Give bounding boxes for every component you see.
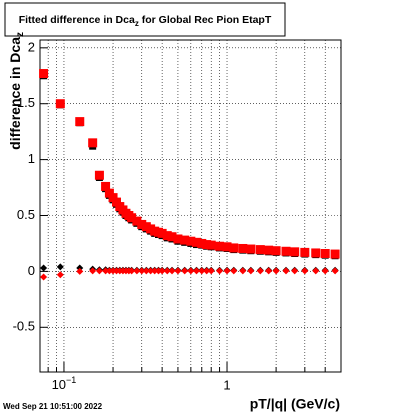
ylabel-sub: z (15, 32, 26, 37)
marker-diamond (239, 267, 247, 275)
marker-square (157, 228, 167, 238)
marker-square (101, 181, 111, 191)
marker-square (255, 245, 265, 255)
marker-diamond (174, 267, 182, 275)
marker-square (192, 237, 202, 247)
marker-diamond (138, 267, 146, 275)
title-box (4, 2, 286, 37)
marker-square (167, 232, 177, 242)
marker-diamond (301, 267, 309, 275)
y-tick-label: 1 (28, 151, 35, 166)
y-axis-label: difference in Dcaz (7, 32, 26, 150)
marker-diamond (181, 267, 189, 275)
title-sub: z (135, 19, 139, 28)
marker-diamond (56, 271, 64, 279)
marker-square (75, 117, 85, 127)
marker-square (281, 246, 291, 256)
marker-square (186, 236, 196, 246)
marker-diamond (312, 267, 320, 275)
y-tick-label: 1.5 (17, 95, 35, 110)
marker-square (180, 235, 190, 245)
marker-diamond (158, 267, 166, 275)
marker-diamond (247, 267, 255, 275)
chart-title: Fitted difference in Dcaz for Global Rec… (19, 14, 272, 28)
marker-diamond (230, 267, 238, 275)
marker-square (290, 247, 300, 257)
marker-diamond (265, 267, 273, 275)
marker-diamond (282, 267, 290, 275)
marker-square (264, 245, 274, 255)
marker-diamond (321, 267, 329, 275)
marker-square (320, 249, 330, 259)
marker-diamond (163, 267, 171, 275)
marker-square (94, 170, 104, 180)
x-axis-label: pT/|q| (GeV/c) (250, 396, 340, 412)
marker-square (300, 247, 310, 257)
marker-diamond (151, 267, 159, 275)
x-tick-label: 10−1 (52, 375, 77, 392)
marker-diamond (142, 267, 150, 275)
marker-diamond (168, 267, 176, 275)
marker-square (132, 216, 142, 226)
footer-date: Wed Sep 21 10:51:00 2022 (3, 402, 103, 411)
marker-square (311, 248, 321, 258)
marker-diamond (203, 267, 211, 275)
title-rest: for Global Rec Pion EtapT (139, 14, 272, 26)
ylabel-text: difference in Dca (7, 37, 23, 150)
x-tick-base: 10 (52, 377, 66, 392)
marker-diamond (147, 267, 155, 275)
marker-square (215, 241, 225, 251)
marker-diamond (187, 267, 195, 275)
marker-square (222, 242, 232, 252)
marker-diamond (193, 267, 201, 275)
marker-diamond (95, 267, 103, 275)
marker-square (137, 219, 147, 229)
marker-diamond (272, 267, 280, 275)
marker-diamond (105, 267, 113, 275)
x-tick-label: 1 (223, 377, 230, 392)
marker-diamond (154, 267, 162, 275)
y-tick-label: 0.5 (17, 207, 35, 222)
marker-square (202, 240, 212, 250)
marker-diamond (89, 267, 97, 275)
marker-square (173, 234, 183, 244)
marker-diamond (223, 267, 231, 275)
marker-square (197, 238, 207, 248)
marker-square (246, 244, 256, 254)
y-tick-label: 0 (28, 263, 35, 278)
marker-diamond (198, 267, 206, 275)
y-tick-label: -0.5 (13, 319, 35, 334)
marker-diamond (40, 273, 48, 281)
marker-square (162, 231, 172, 241)
marker-diamond (331, 267, 339, 275)
marker-square (127, 213, 137, 223)
marker-diamond (40, 264, 48, 272)
marker-diamond (102, 267, 110, 275)
x-tick-exponent: −1 (66, 375, 76, 385)
marker-diamond (133, 267, 141, 275)
marker-square (88, 138, 98, 148)
marker-square (238, 243, 248, 253)
marker-diamond (76, 267, 84, 275)
marker-square (206, 240, 216, 250)
y-tick-label: 2 (28, 39, 35, 54)
marker-square (271, 246, 281, 256)
marker-diamond (128, 267, 136, 275)
marker-diamond (291, 267, 299, 275)
marker-square (229, 243, 239, 253)
marker-square (330, 249, 340, 259)
marker-diamond (56, 263, 64, 271)
marker-square (55, 99, 65, 109)
marker-diamond (216, 267, 224, 275)
marker-square (39, 69, 49, 79)
marker-diamond (256, 267, 264, 275)
marker-diamond (207, 267, 215, 275)
title-text: Fitted difference in Dca (19, 14, 135, 26)
plot-frame (39, 39, 342, 373)
